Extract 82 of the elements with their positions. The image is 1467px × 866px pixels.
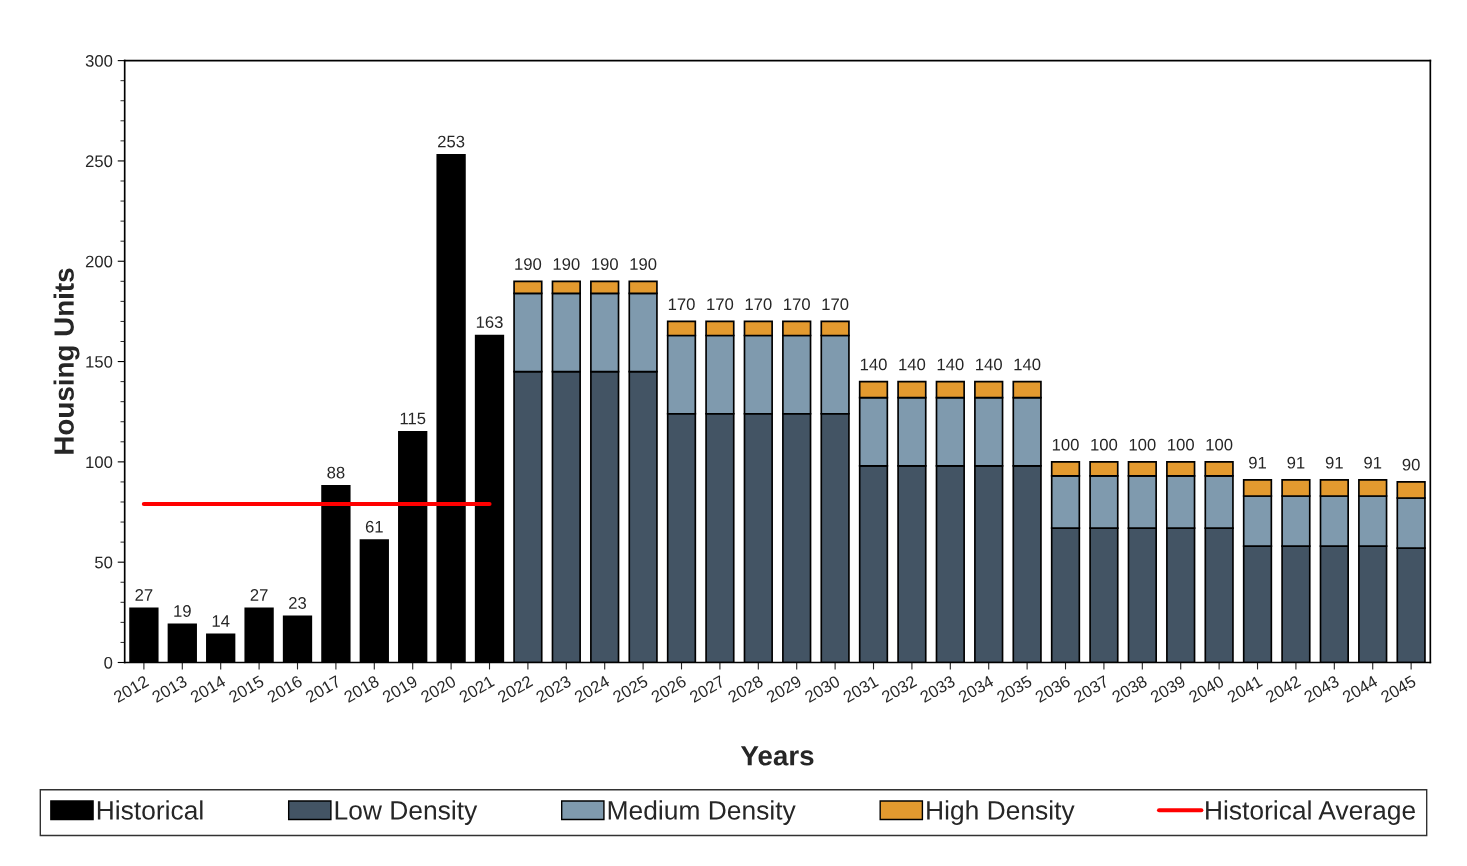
x-tick-label: 2038 bbox=[1111, 675, 1148, 704]
total-label: 170 bbox=[668, 298, 695, 311]
x-tick-label: 2039 bbox=[1149, 675, 1187, 704]
x-tick-label: 2026 bbox=[650, 675, 687, 704]
total-label: 140 bbox=[899, 358, 926, 371]
x-tick-label: 2018 bbox=[343, 675, 380, 704]
legend-label: Historical Average bbox=[1206, 800, 1415, 825]
x-tick-label: 2029 bbox=[765, 675, 803, 704]
x-tick-label: 2017 bbox=[304, 675, 342, 704]
x-tick-label: 2028 bbox=[727, 675, 764, 704]
x-tick-label: 2034 bbox=[957, 674, 995, 704]
x-tick-label: 2042 bbox=[1264, 675, 1302, 704]
x-tick-label: 2045 bbox=[1379, 675, 1417, 704]
data-label: 115 bbox=[400, 412, 426, 425]
y-tick-label: 200 bbox=[85, 255, 113, 268]
x-tick-label: 2040 bbox=[1187, 675, 1225, 704]
total-label: 140 bbox=[860, 358, 887, 371]
x-tick-label: 2032 bbox=[880, 675, 918, 704]
data-label: 23 bbox=[289, 597, 307, 609]
total-label: 90 bbox=[1402, 458, 1420, 471]
total-label: 190 bbox=[630, 258, 657, 270]
x-tick-label: 2016 bbox=[266, 675, 303, 704]
total-label: 140 bbox=[937, 358, 964, 371]
x-tick-label: 2019 bbox=[381, 675, 419, 704]
data-label: 19 bbox=[174, 605, 191, 617]
x-tick-label: 2012 bbox=[112, 675, 150, 704]
y-tick-label: 50 bbox=[95, 556, 113, 569]
total-label: 91 bbox=[1287, 456, 1305, 469]
data-label: 14 bbox=[212, 615, 230, 627]
x-tick-label: 2027 bbox=[688, 675, 726, 704]
y-tick-label: 0 bbox=[104, 656, 113, 669]
y-axis-title: Housing Units bbox=[53, 268, 80, 454]
x-tick-label: 2043 bbox=[1303, 675, 1340, 704]
y-tick-label: 250 bbox=[85, 155, 113, 168]
total-label: 91 bbox=[1325, 456, 1343, 469]
total-label: 170 bbox=[745, 298, 772, 311]
x-tick-label: 2044 bbox=[1341, 674, 1379, 704]
total-label: 170 bbox=[822, 298, 849, 311]
x-tick-label: 2025 bbox=[611, 675, 649, 704]
legend-label: Medium Density bbox=[608, 800, 796, 825]
total-label: 190 bbox=[553, 258, 580, 270]
total-label: 190 bbox=[515, 258, 542, 270]
data-label: 163 bbox=[476, 316, 503, 329]
x-tick-label: 2020 bbox=[419, 675, 457, 704]
x-tick-label: 2022 bbox=[496, 675, 534, 704]
x-tick-label: 2023 bbox=[535, 675, 572, 704]
x-tick-label: 2014 bbox=[189, 674, 227, 704]
total-label: 170 bbox=[784, 298, 810, 311]
y-tick-label: 100 bbox=[86, 456, 113, 469]
x-tick-label: 2030 bbox=[803, 675, 841, 704]
x-axis-title: Years bbox=[740, 746, 814, 766]
total-label: 100 bbox=[1168, 438, 1194, 451]
total-label: 100 bbox=[1091, 438, 1118, 451]
total-label: 100 bbox=[1206, 438, 1233, 451]
y-tick-label: 300 bbox=[85, 55, 113, 67]
total-label: 100 bbox=[1052, 438, 1079, 451]
x-tick-label: 2021 bbox=[458, 675, 495, 704]
total-label: 100 bbox=[1129, 438, 1156, 451]
data-label: 253 bbox=[438, 135, 465, 148]
data-label: 27 bbox=[135, 589, 153, 601]
total-label: 170 bbox=[707, 298, 734, 311]
x-tick-label: 2031 bbox=[842, 675, 879, 704]
data-label: 27 bbox=[250, 589, 268, 601]
x-tick-label: 2024 bbox=[573, 674, 611, 704]
legend-label: High Density bbox=[927, 800, 1075, 825]
y-tick-label: 150 bbox=[86, 355, 113, 368]
total-label: 140 bbox=[1014, 358, 1041, 371]
x-tick-label: 2041 bbox=[1226, 675, 1263, 704]
total-label: 140 bbox=[976, 358, 1002, 371]
x-tick-label: 2013 bbox=[151, 675, 188, 704]
total-label: 91 bbox=[1364, 456, 1382, 469]
data-label: 61 bbox=[365, 520, 383, 533]
x-tick-label: 2035 bbox=[995, 675, 1033, 704]
legend-label: Historical bbox=[97, 800, 203, 820]
legend-label: Low Density bbox=[335, 800, 478, 825]
data-label: 88 bbox=[327, 466, 345, 479]
total-label: 190 bbox=[592, 258, 618, 270]
total-label: 91 bbox=[1249, 456, 1266, 469]
x-tick-label: 2033 bbox=[919, 675, 956, 704]
x-tick-label: 2036 bbox=[1034, 675, 1072, 704]
x-tick-label: 2015 bbox=[227, 675, 265, 704]
x-tick-label: 2037 bbox=[1072, 675, 1110, 704]
